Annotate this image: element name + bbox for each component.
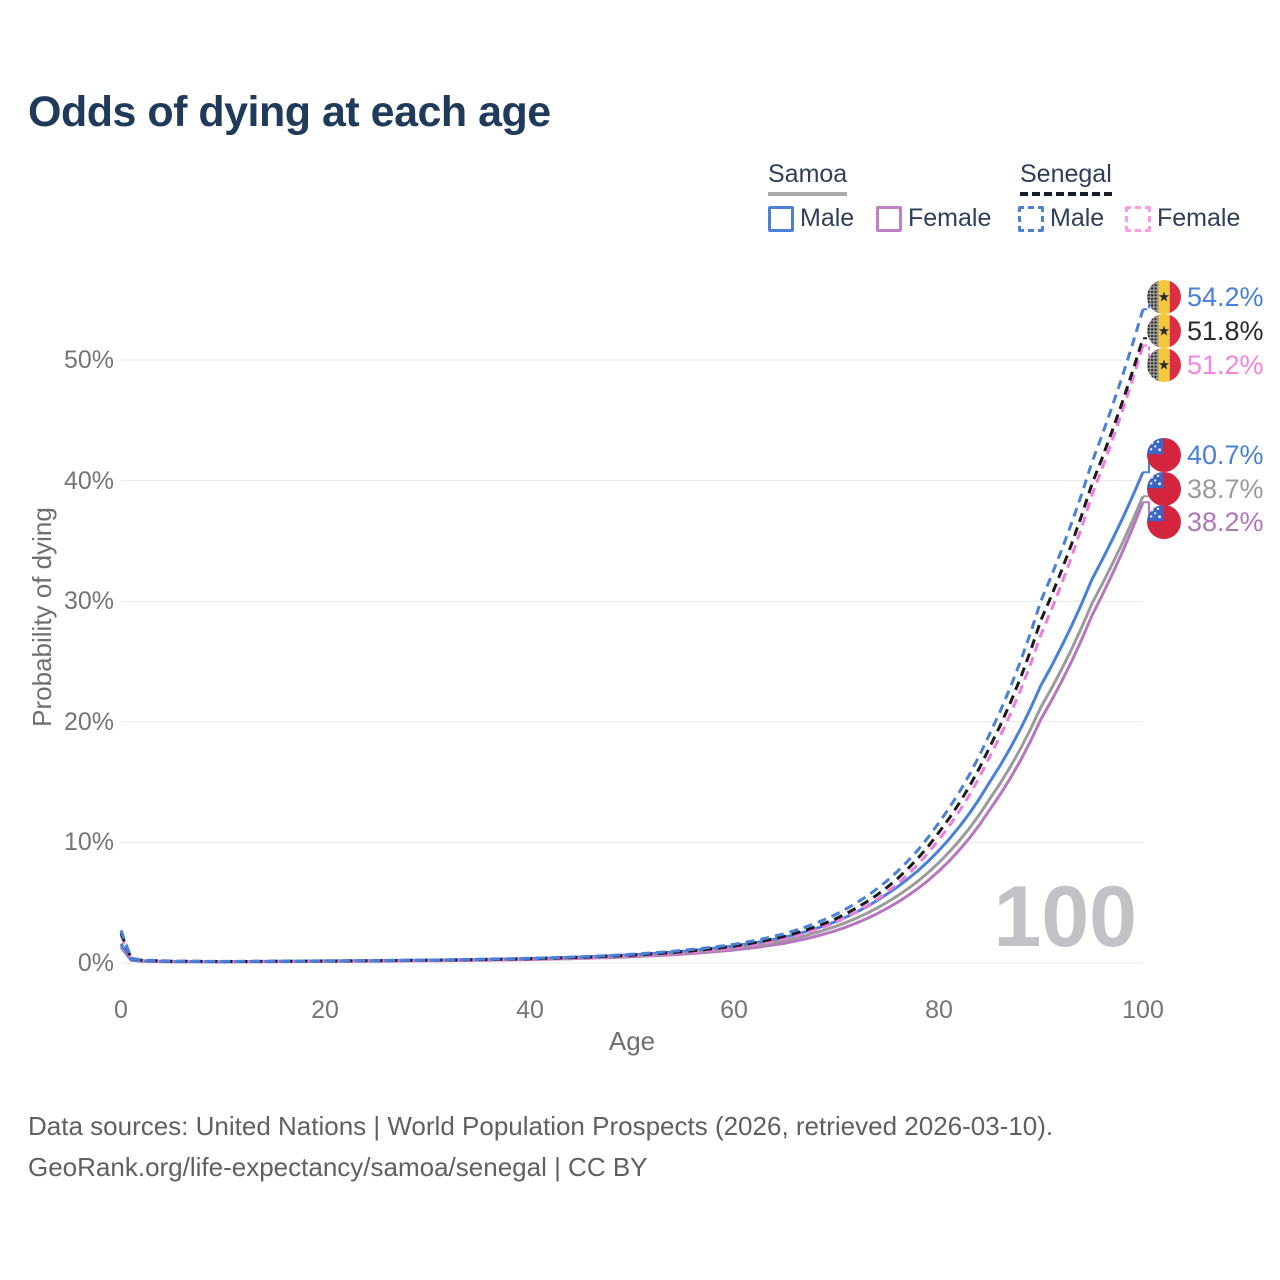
legend-item-samoa-female[interactable]: Female [876, 204, 991, 233]
end-value: 54.2% [1187, 281, 1264, 312]
y-tick: 20% [63, 708, 114, 736]
y-axis-title: Probability of dying [27, 507, 57, 727]
y-tick: 0% [77, 949, 114, 977]
end-label-samoa-female: 38.2% [1147, 505, 1264, 539]
legend-item-label: Female [908, 204, 992, 232]
x-tick: 60 [720, 996, 748, 1024]
legend-item-samoa-male[interactable]: Male [768, 204, 854, 233]
footer-attribution-line: GeoRank.org/life-expectancy/samoa/senega… [28, 1152, 648, 1182]
samoa-flag-icon [1147, 505, 1181, 539]
legend-group-samoa-heading: Samoa [768, 160, 848, 196]
end-value: 38.7% [1187, 473, 1264, 504]
footer: Data sources: United Nations | World Pop… [28, 1106, 1053, 1188]
y-tick: 40% [63, 467, 114, 495]
x-axis-title: Age [608, 1026, 656, 1056]
y-tick: 30% [63, 587, 114, 615]
legend-item-senegal-male[interactable]: Male [1018, 204, 1104, 233]
end-label-senegal-both: 51.8% [1147, 314, 1264, 348]
samoa-male-swatch-icon [768, 205, 794, 232]
end-value: 38.2% [1187, 506, 1264, 537]
senegal-female-swatch-icon [1125, 205, 1151, 232]
end-value: 51.2% [1187, 349, 1264, 380]
x-tick: 80 [925, 996, 953, 1024]
footer-sources-line: Data sources: United Nations | World Pop… [28, 1111, 1054, 1141]
x-tick: 0 [114, 996, 128, 1024]
y-tick: 10% [63, 828, 114, 856]
end-value: 40.7% [1187, 439, 1264, 470]
legend-group-senegal-heading: Senegal [1020, 160, 1112, 196]
age-watermark: 100 [993, 869, 1138, 965]
y-tick: 50% [63, 346, 114, 374]
page-title: Odds of dying at each age [28, 88, 551, 136]
senegal-male-swatch-icon [1018, 205, 1044, 232]
legend-item-senegal-female[interactable]: Female [1125, 204, 1240, 233]
end-label-senegal-male: 54.2% [1147, 280, 1264, 314]
senegal-flag-icon [1147, 280, 1181, 314]
samoa-female-swatch-icon [876, 205, 902, 232]
senegal-flag-icon [1147, 348, 1181, 382]
end-value: 51.8% [1187, 315, 1264, 346]
x-tick: 20 [311, 996, 339, 1024]
senegal-flag-icon [1147, 314, 1181, 348]
end-label-samoa-male: 40.7% [1147, 438, 1264, 472]
legend-item-label: Male [800, 204, 855, 232]
legend-item-label: Male [1050, 204, 1105, 232]
legend-item-label: Female [1157, 204, 1241, 232]
end-label-samoa-both: 38.7% [1147, 472, 1264, 506]
end-label-senegal-female: 51.2% [1147, 348, 1264, 382]
samoa-flag-icon [1147, 438, 1181, 472]
x-tick: 40 [516, 996, 544, 1024]
samoa-flag-icon [1147, 472, 1181, 506]
x-tick: 100 [1122, 996, 1164, 1024]
